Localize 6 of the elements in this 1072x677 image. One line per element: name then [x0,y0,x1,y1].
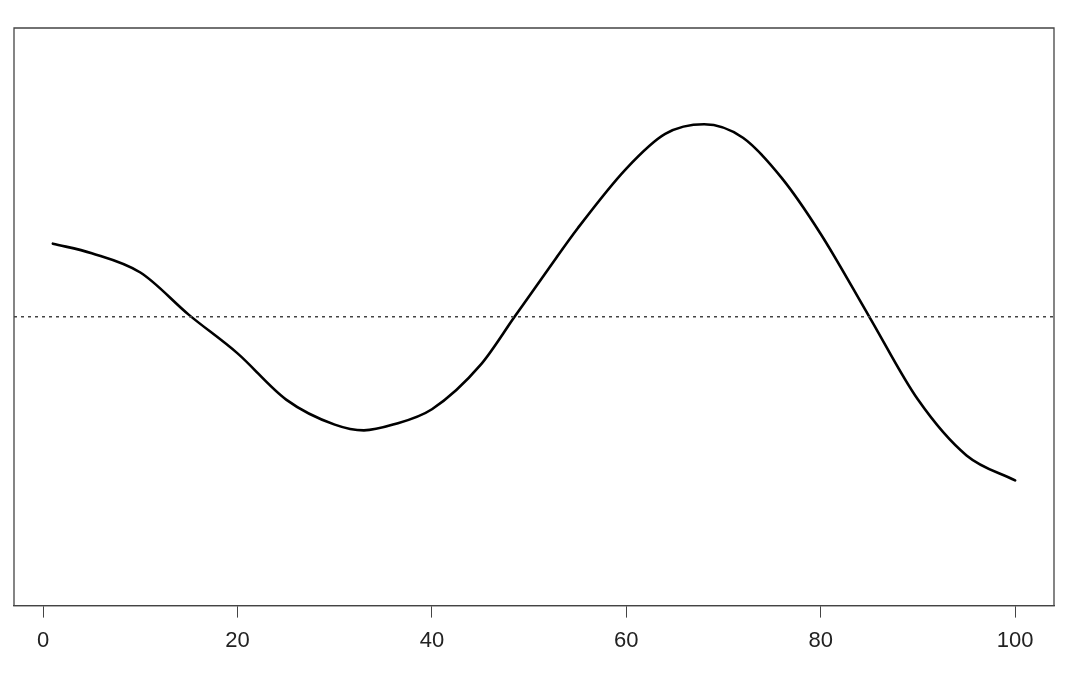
x-tick-label: 40 [419,626,445,652]
x-tick-label: 20 [225,626,250,652]
x-tick-label: 80 [808,626,833,652]
x-tick-label: 60 [614,626,639,652]
x-tick-label: 100 [996,626,1034,652]
x-tick-label: 0 [37,626,50,652]
